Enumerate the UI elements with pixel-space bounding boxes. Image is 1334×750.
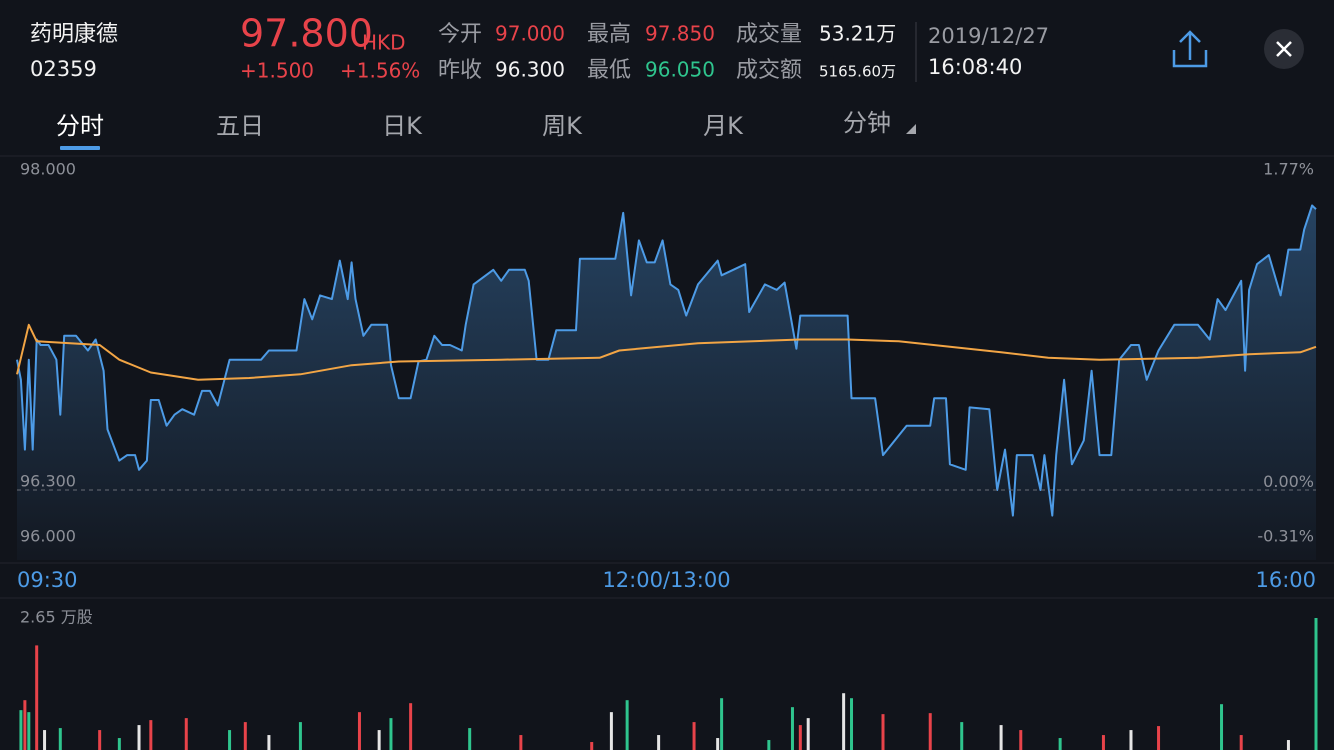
turnover-label: 成交额 [736,58,802,83]
volume-bar [1314,618,1318,750]
volume-bar [657,735,661,750]
high-label: 最高 [587,22,631,47]
tab-underline [60,146,100,150]
volume-tick-label: 2.65 万股 [20,608,93,627]
price: 97.800 [240,12,373,56]
share-button[interactable] [1172,30,1208,68]
volume-bar [243,722,247,750]
volume-bar [149,720,153,750]
x-tick-label: 12:00/13:00 [602,568,730,592]
volume-bar [806,718,810,750]
volume-bar [928,713,932,750]
volume-bar [267,735,271,750]
low: 96.050 [645,58,715,82]
volume-bar [625,700,629,750]
volume-bar [98,730,102,750]
time: 16:08:40 [928,55,1022,79]
volume-bar [692,722,696,750]
y-tick-label: 96.000 [20,527,76,546]
price-area [17,205,1316,560]
volume-bar [43,730,47,750]
volume-bar [881,714,885,750]
volume-bar [960,722,964,750]
volume-bar [1286,740,1290,750]
volume-bar [1019,730,1023,750]
volume-bar [1058,738,1062,750]
tab[interactable]: 分钟 [843,109,891,137]
y-tick-label: 98.000 [20,160,76,179]
price-line [16,204,1317,517]
volume-bar [298,722,302,750]
volume-bar [720,698,724,750]
volume-bar [798,725,802,750]
close-icon [1276,41,1292,57]
high: 97.850 [645,22,715,46]
volume-bar [137,725,141,750]
volume-bar [35,645,39,750]
y2-tick-label: 1.77% [1263,160,1314,179]
volume-bar [1101,735,1105,750]
change: +1.500 [240,59,314,83]
volume-bar [377,730,381,750]
volume-bar [1239,735,1243,750]
change-pct: +1.56% [340,59,420,83]
tab-active[interactable]: 分时 [56,112,104,140]
volume-bar [1157,726,1161,750]
currency: HKD [362,31,406,55]
y-tick-label: 96.300 [20,471,76,490]
date: 2019/12/27 [928,24,1049,48]
volume-bar [228,730,232,750]
low-label: 最低 [587,58,631,83]
open-label: 今开 [438,22,482,47]
prev-close: 96.300 [495,58,565,82]
volume-bar [842,693,846,750]
prev-close-label: 昨收 [438,58,482,83]
volume-label: 成交量 [736,22,802,47]
tab[interactable]: 月K [703,112,744,140]
y2-tick-label: 0.00% [1263,472,1314,491]
x-tick-label: 16:00 [1255,568,1316,592]
share-icon [1172,30,1208,68]
tab-dropdown-icon [906,124,916,134]
x-tick-label: 09:30 [17,568,78,592]
turnover: 5165.60万 [819,63,896,81]
open: 97.000 [495,22,565,46]
volume-bar [27,712,31,750]
volume-bar [790,707,794,750]
volume-bar [1220,704,1224,750]
volume-bar [117,738,121,750]
volume-bar [716,738,720,750]
y2-tick-label: -0.31% [1257,527,1314,546]
volume-bar [590,742,594,750]
volume-bar [409,703,413,750]
volume-bar [23,700,27,750]
volume-bar [58,728,62,750]
volume-bar [468,728,472,750]
volume-bar [357,712,361,750]
volume-bar [519,735,523,750]
tab[interactable]: 五日 [216,112,264,140]
volume-bar [389,718,393,750]
volume-bar [19,710,23,750]
stock-code: 02359 [30,57,97,81]
volume-bar [1129,730,1133,750]
volume-bar [609,712,613,750]
tab[interactable]: 日K [382,112,423,140]
volume-bar [999,725,1003,750]
volume-bar [184,718,188,750]
close-button[interactable] [1264,29,1304,69]
average-line [16,323,1317,381]
volume-bar [767,740,771,750]
volume-bar [850,698,854,750]
volume: 53.21万 [819,22,896,46]
stock-name: 药明康德 [30,22,118,47]
tab[interactable]: 周K [542,112,583,140]
